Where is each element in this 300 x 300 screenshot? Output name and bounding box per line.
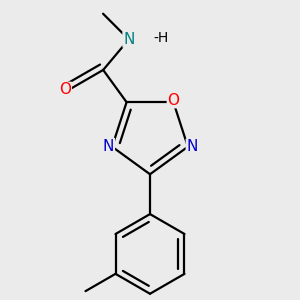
Text: O: O [59, 82, 71, 98]
Text: O: O [167, 93, 179, 108]
Text: N: N [186, 139, 198, 154]
Text: N: N [103, 139, 114, 154]
Text: -H: -H [154, 32, 169, 45]
Text: N: N [123, 32, 134, 47]
